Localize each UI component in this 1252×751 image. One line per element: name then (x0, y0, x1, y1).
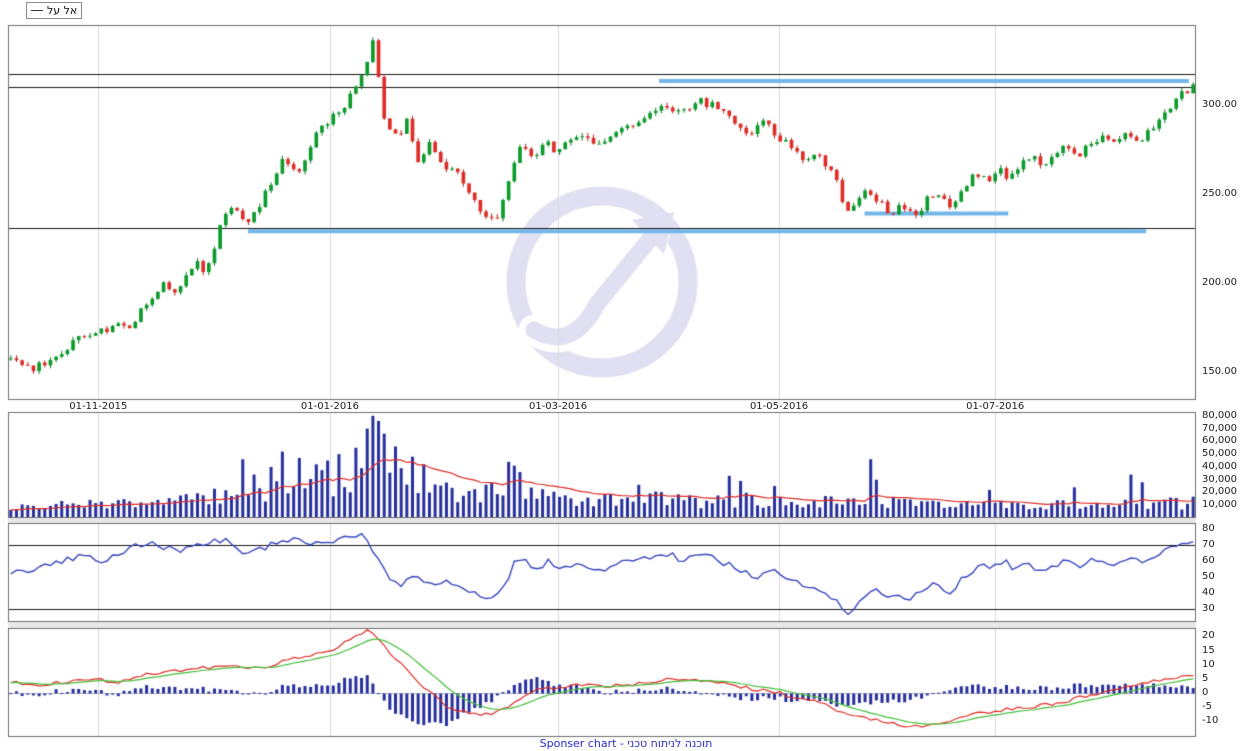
legend-box[interactable]: אל על (26, 2, 83, 19)
footer-credit-link[interactable]: Sponser chart - תוכנה לניתוח טכני (539, 737, 713, 750)
series-name: אל על (47, 4, 78, 17)
series-line-icon (31, 10, 43, 11)
